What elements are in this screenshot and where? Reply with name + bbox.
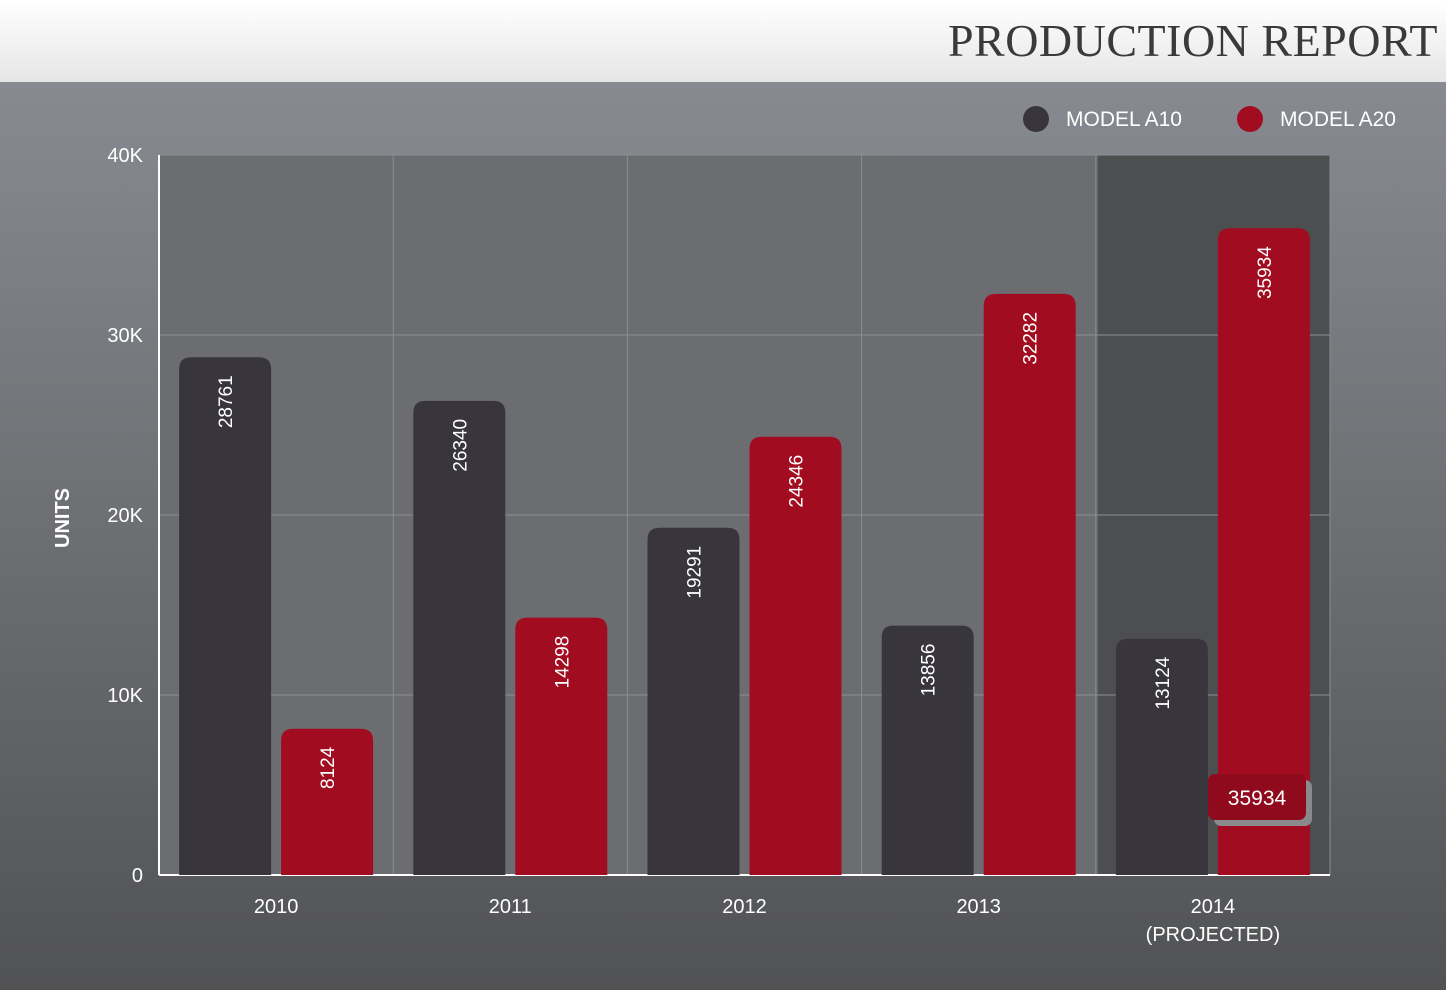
bar-value-label: 32282 <box>1021 312 1042 365</box>
bar-model-a20 <box>749 436 842 875</box>
tooltip-box <box>1208 774 1306 820</box>
y-axis-label: UNITS <box>52 488 74 548</box>
page-title: PRODUCTION REPORT <box>947 15 1438 66</box>
legend-label: MODEL A20 <box>1280 108 1396 131</box>
bar-model-a20 <box>281 728 374 875</box>
y-tick-label: 40K <box>107 145 143 167</box>
bars: 28761 8124 26340 14298 19291 24346 13856 32282 1… <box>179 228 1310 876</box>
x-category-label: (PROJECTED) <box>1146 924 1280 946</box>
bar-model-a20 <box>1217 228 1310 876</box>
x-axis-categories: 2010 2011 2012 2013 2014 (PROJECTED) <box>254 896 1280 946</box>
bar-model-a10 <box>413 400 506 875</box>
x-category-label: 2011 <box>489 896 532 918</box>
bar-model-a20 <box>983 293 1076 875</box>
bar-value-label: 14298 <box>552 636 573 689</box>
bar-value-label: 28761 <box>216 375 237 428</box>
bar-model-a10 <box>647 527 740 875</box>
y-axis-ticks: 0 10K 20K 30K 40K <box>107 145 143 887</box>
bar-value-label: 24346 <box>787 455 808 508</box>
bar-model-a10 <box>179 357 272 875</box>
y-tick-label: 0 <box>132 865 143 887</box>
gridlines <box>158 154 1331 876</box>
x-category-label: 2014 <box>1191 896 1236 918</box>
bar-model-a10 <box>881 625 974 875</box>
y-tick-label: 30K <box>107 325 143 347</box>
legend: MODEL A10 MODEL A20 <box>1023 106 1396 132</box>
legend-swatch <box>1023 106 1049 132</box>
x-category-label: 2013 <box>956 896 1001 918</box>
legend-swatch <box>1237 106 1263 132</box>
x-category-label: 2012 <box>722 896 767 918</box>
bar-model-a20 <box>515 617 608 875</box>
bar-value-label: 8124 <box>318 746 339 789</box>
value-tooltip: 35934 <box>1208 774 1312 826</box>
bar-model-a10 <box>1115 638 1208 875</box>
tooltip-value: 35934 <box>1228 787 1287 810</box>
bar-value-label: 26340 <box>450 419 471 472</box>
bar-value-label: 19291 <box>685 546 706 599</box>
legend-label: MODEL A10 <box>1066 108 1182 131</box>
bar-value-label: 13856 <box>919 644 940 697</box>
header-bar: PRODUCTION REPORT <box>0 0 1446 82</box>
y-tick-label: 20K <box>107 505 143 527</box>
y-tick-label: 10K <box>107 685 143 707</box>
x-category-label: 2010 <box>254 896 299 918</box>
bar-value-label: 35934 <box>1255 246 1276 299</box>
bar-value-label: 13124 <box>1153 656 1174 709</box>
